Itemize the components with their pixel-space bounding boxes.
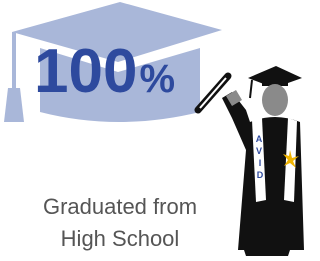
diploma-highlight [200,78,226,108]
graduate-figure: A V I D [198,66,304,256]
graduate-head [262,84,288,116]
headline-number: 100 [34,37,137,106]
infographic: 100% A V I D Graduated from High School [0,0,306,261]
headline-unit: % [139,57,175,101]
tassel [4,88,24,122]
graduate-tassel [250,80,252,98]
caption-line: Graduated from [43,194,197,219]
stole-letter: V [256,146,262,156]
caption-line: High School [61,226,180,251]
stole-letter: I [259,158,262,168]
stole-letter: D [257,170,264,180]
stole-letter: A [256,134,263,144]
